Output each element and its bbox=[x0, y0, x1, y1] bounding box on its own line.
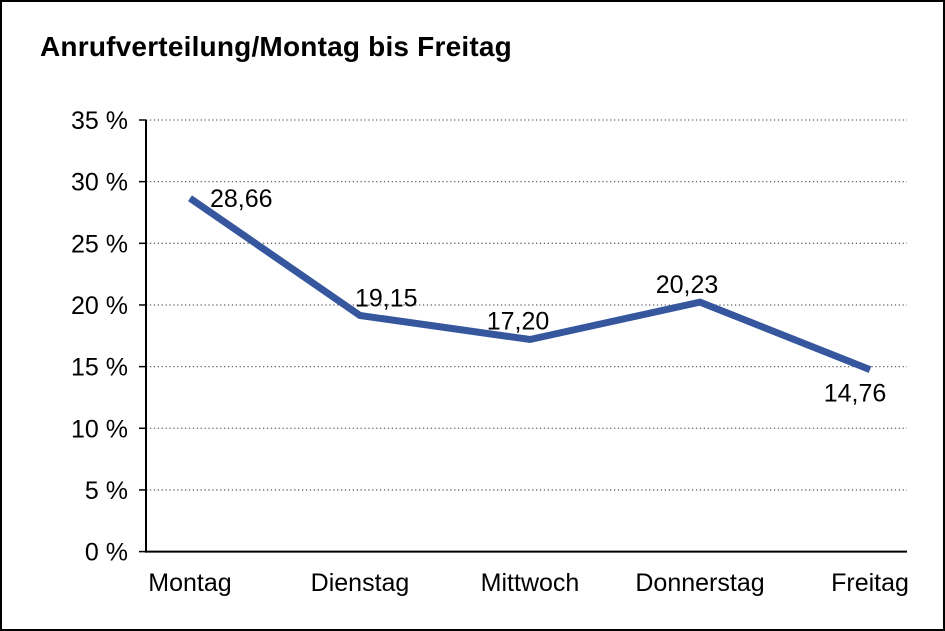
point-label: 28,66 bbox=[210, 185, 273, 213]
data-line bbox=[188, 195, 872, 373]
y-tick-label: 0 % bbox=[85, 539, 128, 567]
x-category-label: Mittwoch bbox=[481, 569, 580, 597]
y-tick-label: 15 % bbox=[71, 354, 128, 382]
x-category-label: Freitag bbox=[831, 569, 909, 597]
y-tick-label: 20 % bbox=[71, 292, 128, 320]
y-tick-label: 10 % bbox=[71, 415, 128, 443]
y-tick-label: 35 % bbox=[71, 107, 128, 135]
x-category-label: Dienstag bbox=[311, 569, 410, 597]
point-label: 20,23 bbox=[656, 271, 719, 299]
y-tick-label: 25 % bbox=[71, 230, 128, 258]
point-label: 14,76 bbox=[824, 380, 887, 408]
x-category-label: Donnerstag bbox=[635, 569, 764, 597]
point-label: 17,20 bbox=[487, 307, 550, 335]
x-category-label: Montag bbox=[148, 569, 231, 597]
chart-title: Anrufverteilung/Montag bis Freitag bbox=[40, 31, 512, 62]
point-label: 19,15 bbox=[355, 284, 418, 312]
y-tick-label: 30 % bbox=[71, 169, 128, 197]
y-tick-label: 5 % bbox=[85, 477, 128, 505]
